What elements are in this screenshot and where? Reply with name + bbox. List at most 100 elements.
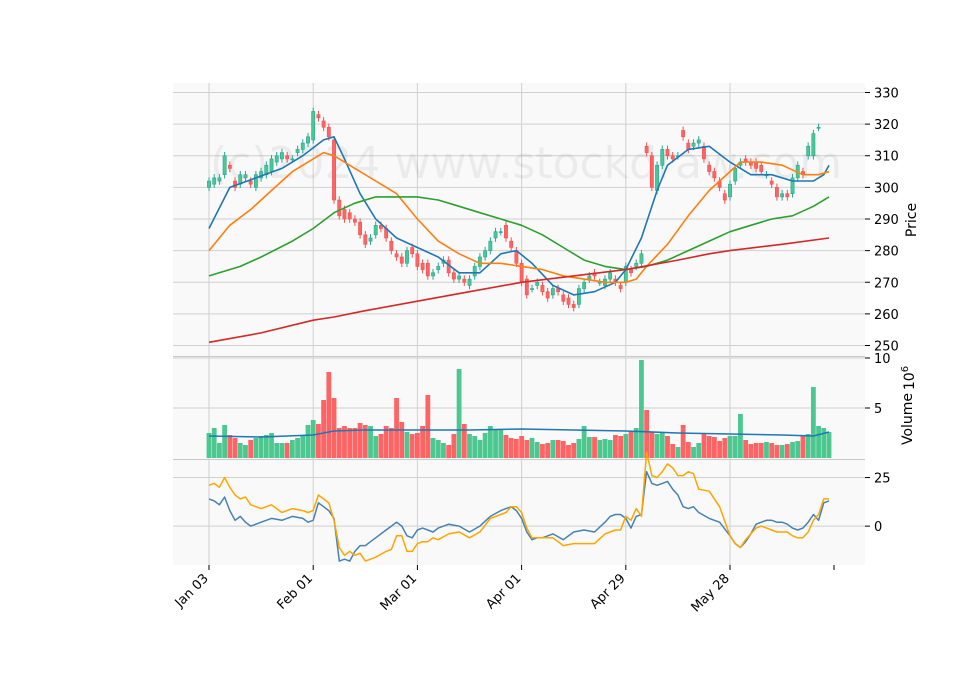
volume-bar [769, 443, 775, 458]
volume-bar [263, 435, 269, 458]
volume-bar [612, 435, 618, 458]
candle-body [493, 231, 498, 239]
volume-bar [399, 422, 405, 458]
candle-body [332, 139, 336, 201]
candle-body [608, 272, 613, 280]
volume-bar [628, 432, 634, 458]
candle-body [478, 256, 482, 267]
volume-bar [550, 440, 556, 458]
candle-body [425, 262, 430, 277]
volume-bar [482, 433, 488, 458]
price-tick-label: 290 [874, 213, 899, 228]
volume-bar [326, 372, 332, 458]
volume-bar [352, 428, 358, 458]
volume-bar [560, 441, 566, 458]
volume-bar [289, 440, 295, 458]
candle-body [306, 136, 310, 144]
x-tick-label: Apr 01 [483, 571, 524, 612]
volume-bar [295, 438, 300, 458]
volume-bar [274, 443, 280, 458]
volume-bar [441, 443, 446, 458]
volume-bar [790, 442, 795, 458]
volume-bar [493, 430, 498, 458]
candle-body [394, 253, 399, 258]
volume-bar [269, 433, 274, 458]
price-tick-label: 280 [874, 245, 899, 260]
volume-scale-exponent: 6 [900, 366, 911, 372]
candle-body [405, 250, 409, 264]
volume-bar [810, 387, 816, 458]
volume-bar [685, 442, 691, 458]
volume-bar [222, 425, 228, 458]
volume-bar [639, 360, 644, 458]
volume-bar [758, 443, 764, 458]
candle-body [561, 294, 566, 302]
volume-bar [659, 433, 665, 458]
candle-body [285, 155, 290, 160]
candle-body [681, 130, 686, 138]
volume-moving-average-line [208, 428, 830, 438]
volume-bar [404, 432, 410, 458]
volume-bar [571, 443, 577, 458]
candle-body [587, 275, 592, 280]
candle-body [754, 161, 758, 169]
price-tick-label: 310 [874, 150, 899, 165]
candle-body [300, 142, 305, 150]
candle-body [431, 272, 435, 277]
candle-body [498, 231, 503, 233]
candle-body [785, 193, 790, 198]
volume-bar [503, 435, 509, 458]
candle-body [253, 174, 258, 188]
volume-bar [279, 443, 285, 458]
oscillator-panel [208, 451, 830, 562]
volume-bar [342, 426, 347, 458]
volume-bar [415, 433, 420, 458]
volume-bar [566, 445, 571, 458]
candle-body [780, 193, 785, 198]
candle-body [451, 272, 456, 280]
volume-bar [816, 426, 821, 458]
volume-bar [513, 439, 519, 458]
volume-bar [711, 437, 717, 458]
price-axis-label: Price [904, 203, 920, 237]
candle-body [290, 158, 295, 161]
volume-bar [284, 443, 290, 458]
candle-body [248, 180, 253, 185]
volume-bar [217, 443, 222, 458]
candle-body [535, 281, 540, 286]
volume-bar [237, 443, 243, 458]
x-tick-label: Mar 01 [378, 571, 421, 614]
volume-bar [232, 438, 238, 458]
candle-body [733, 168, 738, 182]
price-tick-label: 270 [874, 276, 899, 291]
volume-bar [321, 400, 327, 458]
candle-body [316, 114, 321, 119]
volume-bar [300, 436, 306, 458]
price-tick-label: 320 [874, 118, 899, 133]
volume-bar [409, 434, 415, 458]
volume-bar [211, 428, 217, 458]
volume-bar [534, 442, 540, 458]
candle-body [712, 171, 717, 179]
candle-body [566, 297, 571, 305]
x-tick-label: May 28 [689, 571, 733, 615]
volume-bar [722, 438, 728, 458]
candle-body [342, 209, 347, 220]
volume-bar [248, 440, 254, 458]
candle-body [363, 234, 368, 245]
volume-bar [586, 437, 592, 458]
candle-body [358, 221, 363, 236]
candle-body [352, 218, 357, 223]
volume-bar [753, 443, 759, 458]
candle-body [774, 187, 779, 198]
volume-scale-label: 106 [900, 366, 918, 390]
volume-bar [649, 432, 655, 458]
volume-bar [592, 437, 597, 458]
volume-bar [336, 428, 342, 458]
volume-bar [430, 438, 436, 458]
volume-bar [670, 444, 676, 458]
oscillator-tick-label: 0 [874, 520, 882, 535]
volume-bar [451, 434, 457, 458]
volume-bar [456, 369, 462, 458]
candle-body [269, 158, 274, 172]
